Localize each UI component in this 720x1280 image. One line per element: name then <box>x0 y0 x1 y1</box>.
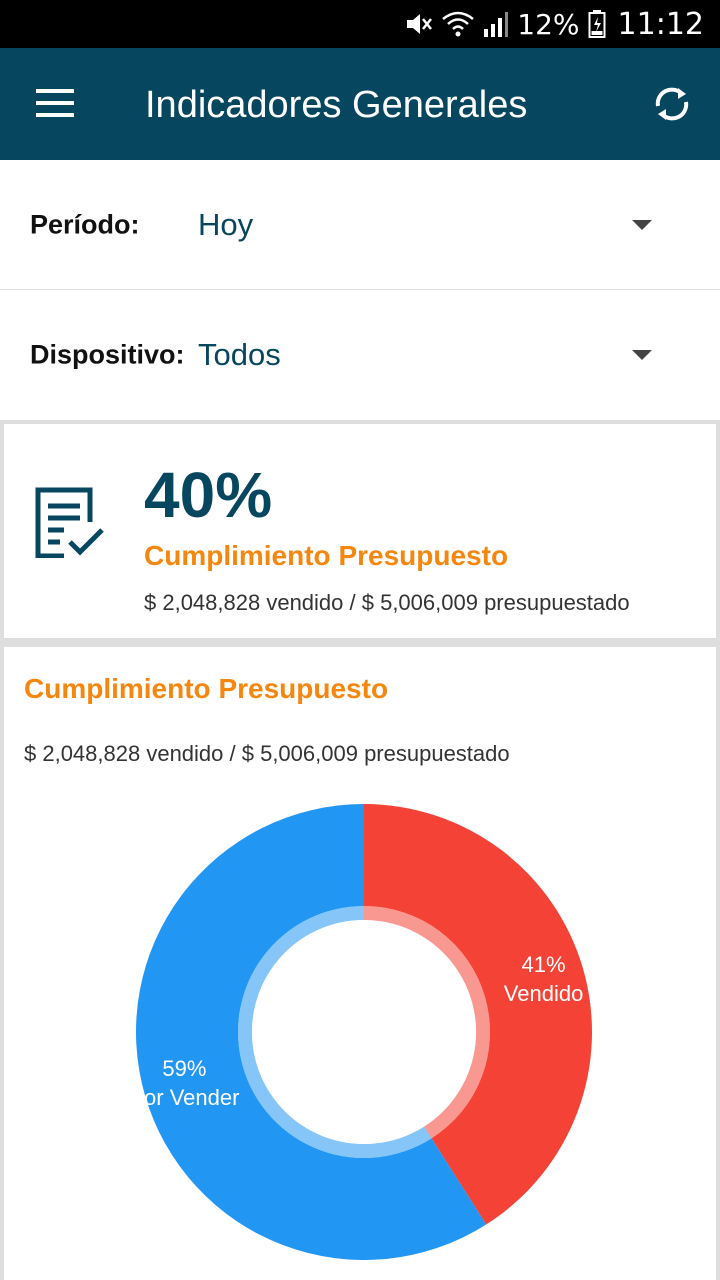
kpi-title: Cumplimiento Presupuesto <box>144 540 509 571</box>
kpi-card[interactable]: 40% Cumplimiento Presupuesto $ 2,048,828… <box>4 424 716 638</box>
donut-hole <box>252 920 476 1144</box>
wifi-icon <box>441 9 475 39</box>
device-select[interactable]: Todos <box>198 337 281 372</box>
chevron-down-icon[interactable] <box>632 219 652 230</box>
battery-icon <box>588 9 606 39</box>
status-bar: 12% 11:12 <box>0 0 720 48</box>
page-title: Indicadores Generales <box>145 84 528 126</box>
chevron-down-icon[interactable] <box>632 350 652 360</box>
donut-inner-ring-0 <box>364 906 491 1139</box>
period-select[interactable]: Hoy <box>198 206 254 242</box>
slice-name-label-1: Por Vender <box>129 1085 239 1110</box>
chart-subtitle: $ 2,048,828 vendido / $ 5,006,009 presup… <box>24 741 510 766</box>
chart-title: Cumplimiento Presupuesto <box>24 673 389 704</box>
document-check-icon <box>34 486 106 563</box>
mute-icon <box>403 9 433 39</box>
status-icons: 12% 11:12 <box>403 0 704 48</box>
clock: 11:12 <box>617 6 704 42</box>
hamburger-menu-icon[interactable] <box>36 87 76 119</box>
chart-card: Cumplimiento Presupuesto $ 2,048,828 ven… <box>4 647 716 1280</box>
signal-icon <box>483 9 509 39</box>
refresh-icon[interactable] <box>650 82 694 126</box>
kpi-percent: 40% <box>144 459 273 531</box>
battery-percent: 12% <box>517 7 580 41</box>
device-label: Dispositivo: <box>30 339 185 370</box>
slice-name-label-0: Vendido <box>504 981 584 1006</box>
app-bar: Indicadores Generales <box>0 48 720 160</box>
donut-slice-1[interactable] <box>136 804 487 1260</box>
period-filter[interactable]: Período: Hoy <box>0 160 720 290</box>
period-label: Período: <box>30 209 140 239</box>
donut-chart: 41% Vendido 59% Por Vender <box>129 804 592 1260</box>
slice-percent-label-0: 41% <box>522 952 566 977</box>
device-filter[interactable]: Dispositivo: Todos <box>0 290 720 420</box>
donut-slice-0[interactable] <box>364 804 592 1225</box>
kpi-subtitle: $ 2,048,828 vendido / $ 5,006,009 presup… <box>144 590 630 615</box>
slice-percent-label-1: 59% <box>162 1056 206 1081</box>
